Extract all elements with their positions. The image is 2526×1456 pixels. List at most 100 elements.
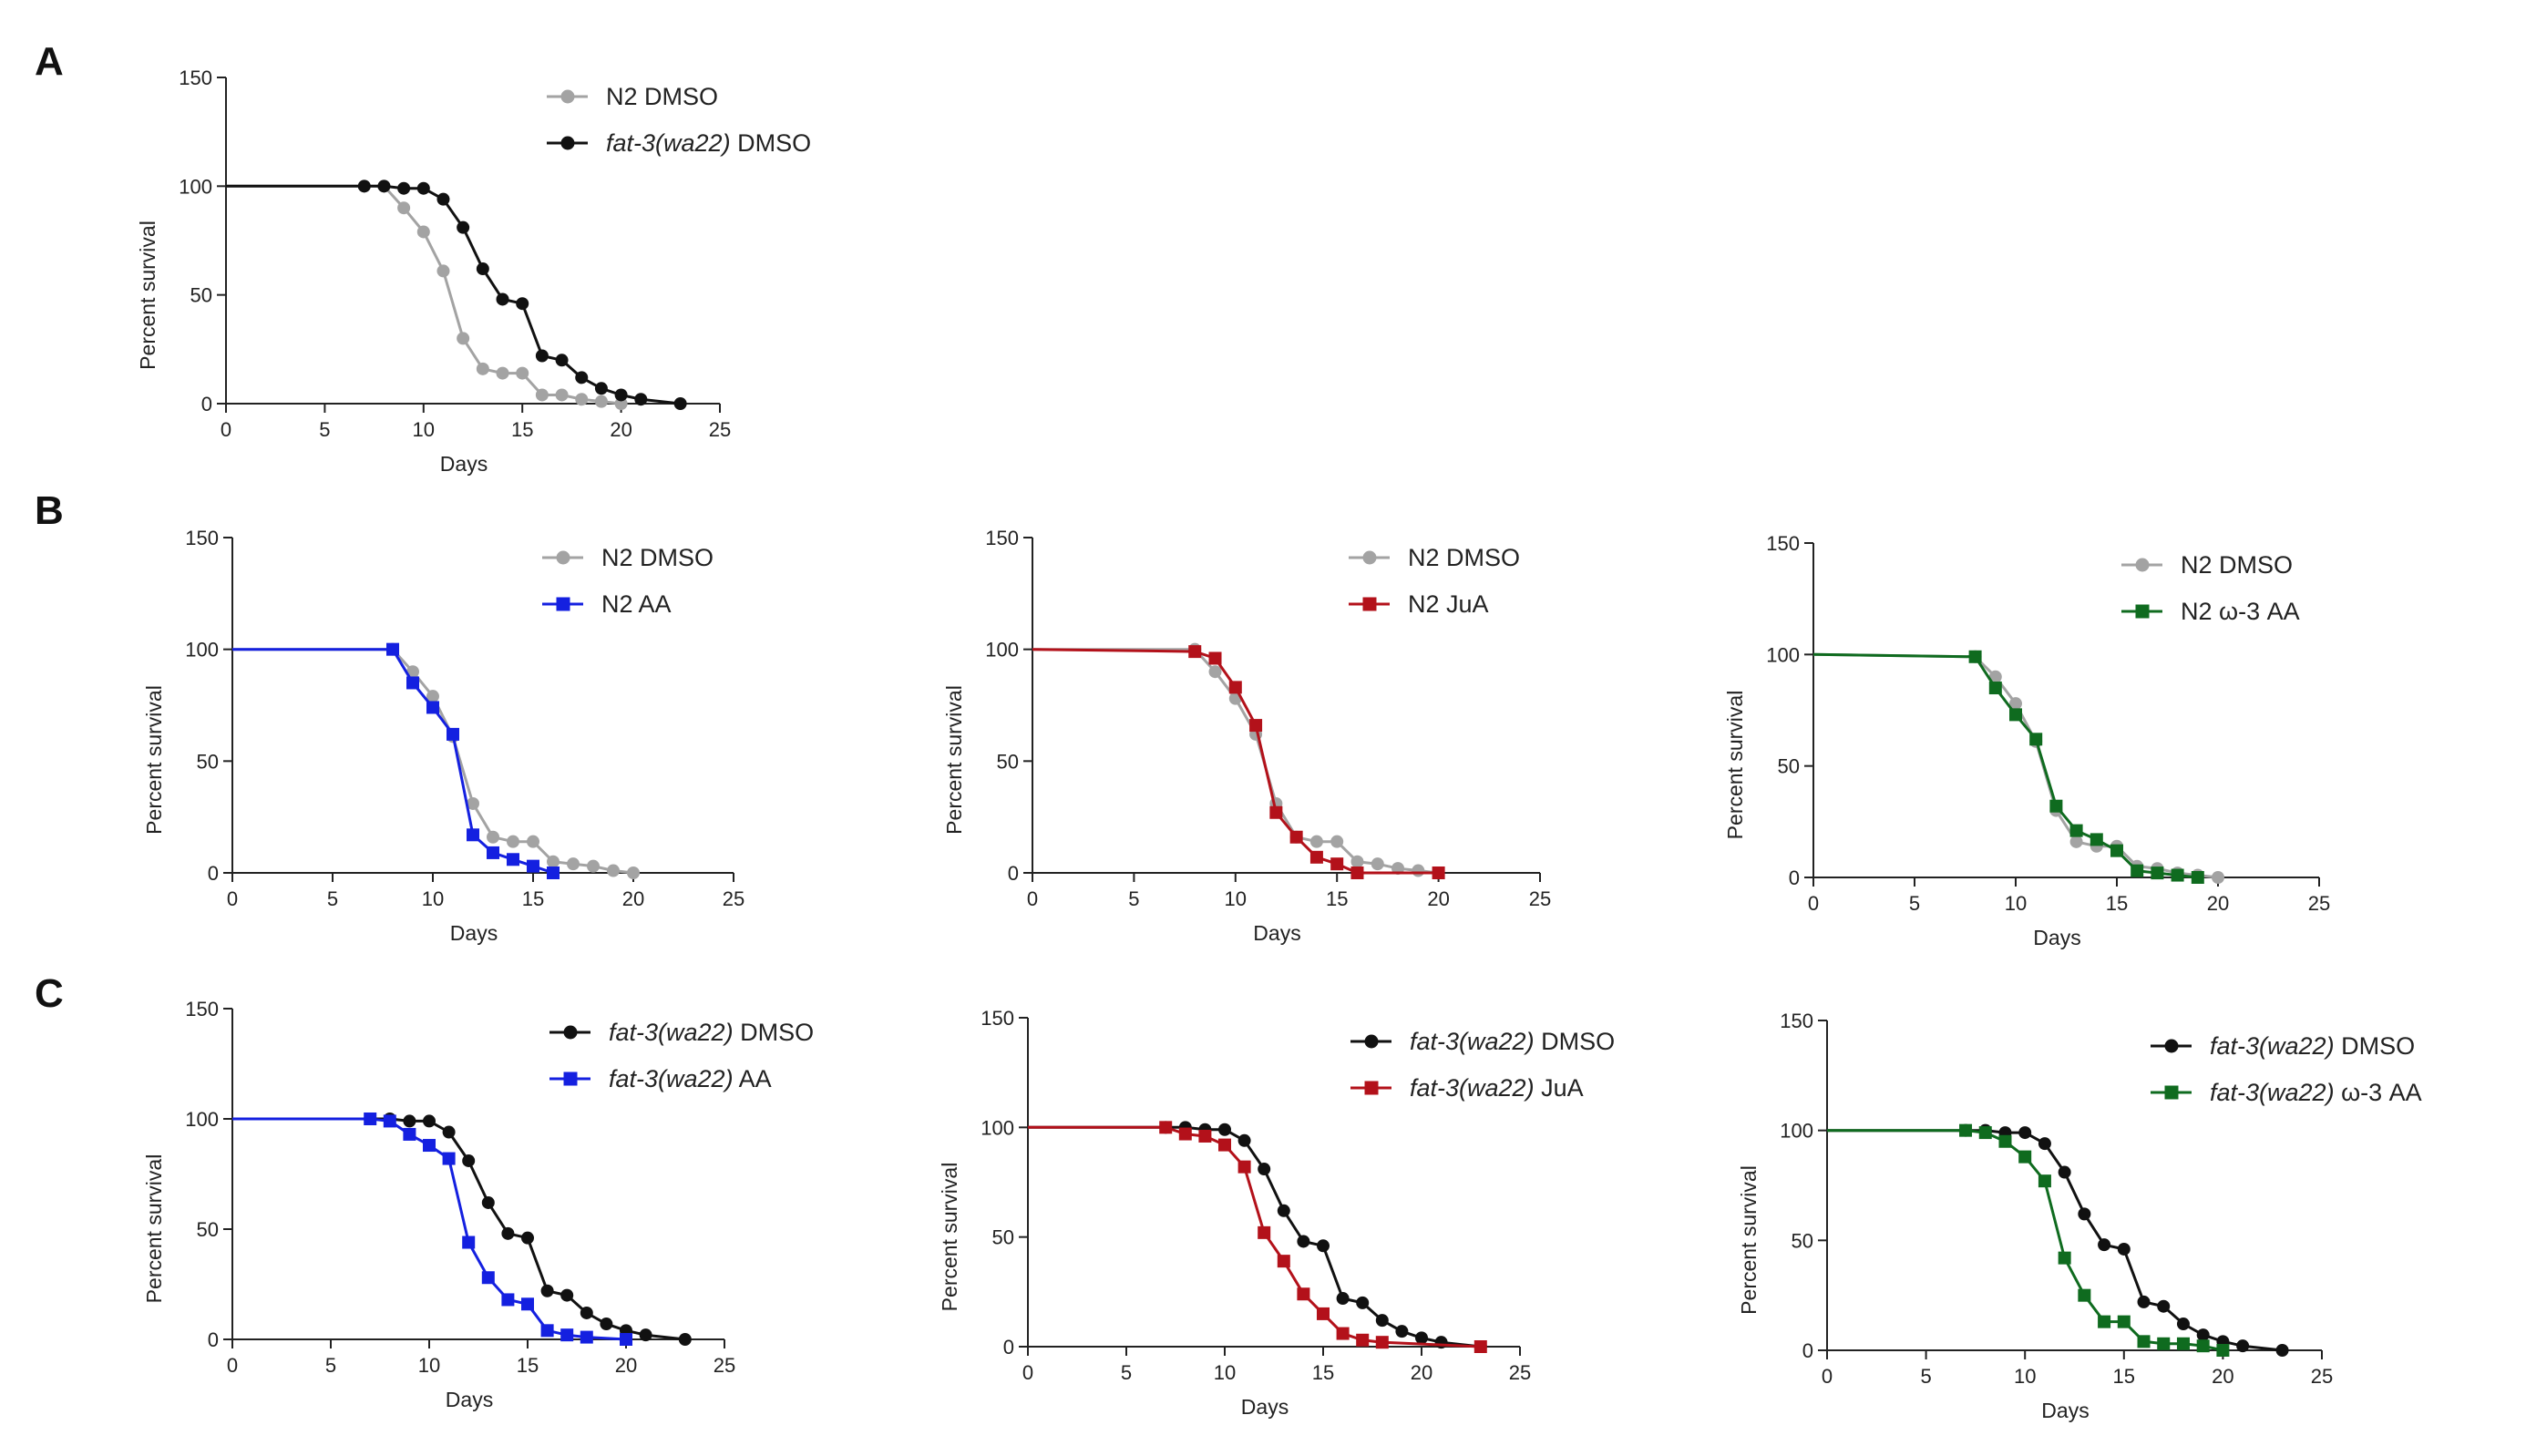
- data-point: [2236, 1339, 2250, 1353]
- data-point: [442, 1152, 456, 1165]
- legend-strain: fat-3(wa22): [2210, 1032, 2335, 1060]
- x-tick-label: 25: [714, 1354, 735, 1377]
- data-point: [476, 362, 489, 375]
- x-tick-label: 10: [2005, 892, 2027, 915]
- series-line: [232, 648, 554, 875]
- series-line: [1812, 652, 2198, 879]
- legend-strain: N2: [2181, 551, 2213, 579]
- data-point: [481, 1271, 495, 1285]
- chart-c3: 0 50 100 150 0 5 10 15 20 25 Days Percent survival f…: [1737, 1010, 2422, 1422]
- x-tick-label: 20: [2207, 892, 2229, 915]
- data-point: [487, 830, 499, 844]
- data-point: [1237, 1160, 1251, 1174]
- legend-strain: N2: [1408, 590, 1440, 618]
- x-tick-label: 0: [227, 1354, 238, 1377]
- series-c2-1: [1028, 1121, 1487, 1353]
- x-tick-label: 15: [2113, 1365, 2135, 1388]
- data-point: [2018, 1150, 2032, 1164]
- legend-swatch-marker: [1362, 550, 1377, 565]
- data-point: [575, 393, 589, 406]
- data-point: [580, 1330, 593, 1344]
- legend-strain: N2: [1408, 544, 1440, 571]
- x-tick-label: 20: [615, 1354, 637, 1377]
- legend-entry: fat-3(wa22) JuA: [1350, 1074, 1584, 1102]
- legend-space: [1535, 1028, 1542, 1055]
- legend-entry: N2 DMSO: [1349, 544, 1520, 571]
- y-tick-label: 100: [985, 639, 1019, 661]
- data-point: [535, 388, 549, 402]
- legend-swatch-marker: [556, 597, 570, 611]
- series-line: [232, 1117, 685, 1341]
- data-point: [1159, 1121, 1173, 1134]
- x-axis-title: Days: [2041, 1399, 2089, 1422]
- data-point: [423, 1139, 436, 1153]
- legend-space: [1535, 1074, 1542, 1102]
- data-point: [2171, 868, 2184, 882]
- series-b3-0: [1812, 650, 2224, 884]
- chart-c1: 0 50 100 150 0 5 10 15 20 25 Days Percent survival f…: [142, 998, 814, 1411]
- legend-space: [2335, 1032, 2342, 1060]
- chart-b1: 0 50 100 150 0 5 10 15 20 25 Days Percent survival N…: [142, 527, 744, 945]
- legend-treatment: AA: [739, 1065, 772, 1092]
- data-point: [587, 859, 600, 873]
- data-point: [426, 701, 439, 714]
- y-tick-label: 100: [1766, 643, 1800, 666]
- data-point: [1297, 1287, 1310, 1301]
- legend-treatment: DMSO: [640, 544, 714, 571]
- legend-label: N2 DMSO: [2181, 551, 2293, 579]
- data-point: [527, 835, 539, 848]
- data-point: [1356, 1296, 1370, 1309]
- data-point: [2196, 1328, 2210, 1342]
- data-point: [1188, 645, 1202, 659]
- legend-strain: N2: [601, 590, 633, 618]
- x-tick-label: 15: [522, 887, 544, 910]
- data-point: [1317, 1307, 1330, 1320]
- series-b3-1: [1812, 650, 2204, 884]
- x-tick-label: 10: [1225, 887, 1247, 910]
- data-point: [1249, 719, 1263, 733]
- y-tick-label: 150: [981, 1007, 1014, 1030]
- data-point: [2078, 1207, 2091, 1221]
- y-tick-label: 150: [185, 998, 219, 1020]
- data-point: [2090, 833, 2103, 846]
- legend-label: N2 ω-3 AA: [2181, 598, 2300, 625]
- legend-strain: fat-3(wa22): [1410, 1028, 1535, 1055]
- legend-space: [734, 1019, 741, 1046]
- x-tick-label: 0: [221, 418, 231, 441]
- data-point: [1317, 1239, 1330, 1253]
- data-point: [403, 1127, 416, 1141]
- series-line: [226, 184, 681, 405]
- y-tick-label: 150: [179, 67, 212, 89]
- series-line: [1812, 652, 2219, 879]
- data-point: [1395, 1325, 1409, 1338]
- data-point: [1474, 1340, 1487, 1353]
- data-point: [2137, 1335, 2151, 1348]
- legend-space: [633, 544, 641, 571]
- data-point: [2098, 1238, 2111, 1252]
- chart-b2: 0 50 100 150 0 5 10 15 20 25 Days Percent survival N…: [942, 527, 1551, 945]
- legend-label: fat-3(wa22) ω-3 AA: [2210, 1079, 2422, 1106]
- legend-entry: N2 AA: [542, 590, 672, 618]
- data-point: [1434, 1336, 1448, 1349]
- data-point: [467, 796, 479, 810]
- data-point: [1350, 855, 1364, 868]
- legend-entry: fat-3(wa22) DMSO: [547, 129, 811, 157]
- series-line: [1827, 1129, 2283, 1352]
- x-tick-label: 0: [227, 887, 238, 910]
- y-axis-title: Percent survival: [142, 685, 166, 835]
- data-point: [1218, 1123, 1231, 1136]
- data-point: [2058, 1165, 2071, 1179]
- data-point: [1371, 857, 1384, 871]
- series-line: [1827, 1129, 2223, 1352]
- legend-label: N2 DMSO: [601, 544, 714, 571]
- data-point: [2196, 1339, 2210, 1353]
- y-tick-label: 100: [179, 175, 212, 198]
- y-tick-label: 0: [1789, 866, 1800, 889]
- y-tick-label: 50: [197, 1218, 219, 1241]
- data-point: [1277, 1204, 1290, 1217]
- data-point: [2038, 1137, 2051, 1151]
- data-point: [560, 1288, 574, 1302]
- y-tick-label: 50: [992, 1226, 1014, 1249]
- data-point: [620, 1333, 632, 1346]
